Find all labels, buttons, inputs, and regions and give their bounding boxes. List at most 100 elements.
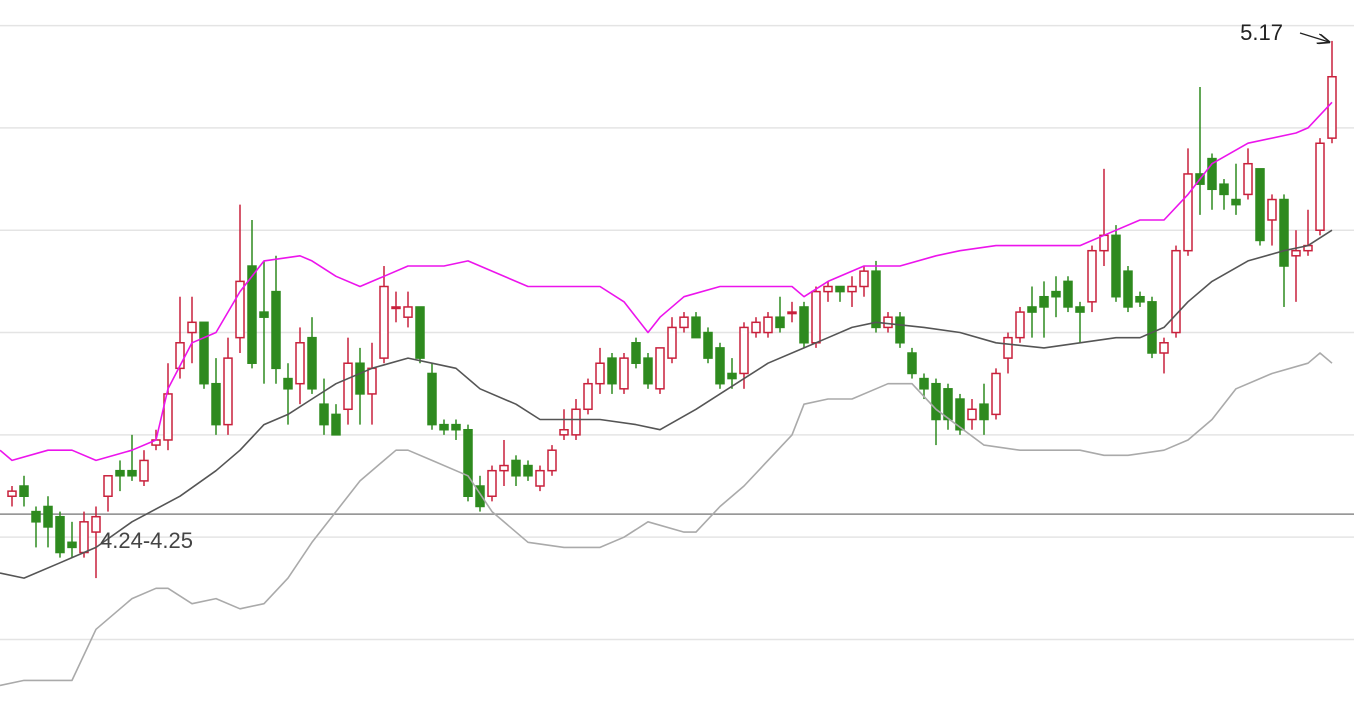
candle-body bbox=[895, 316, 905, 344]
candle-body bbox=[163, 393, 173, 441]
candle bbox=[535, 465, 545, 492]
candle bbox=[835, 285, 845, 302]
candle-body bbox=[259, 311, 269, 318]
candle bbox=[907, 347, 917, 379]
candle bbox=[91, 506, 101, 579]
candle-body bbox=[1099, 234, 1109, 252]
candle bbox=[1219, 179, 1229, 210]
candle-body bbox=[487, 469, 497, 497]
candle-body bbox=[1171, 249, 1181, 334]
candle bbox=[1147, 296, 1157, 359]
candle bbox=[31, 506, 41, 548]
candle-body bbox=[787, 311, 797, 315]
candle bbox=[343, 337, 353, 425]
candle-body bbox=[775, 316, 785, 329]
candle-body bbox=[1111, 234, 1121, 298]
candle-body bbox=[607, 357, 617, 385]
candle bbox=[319, 378, 329, 435]
candle-body bbox=[187, 321, 197, 334]
candle-body bbox=[667, 326, 677, 359]
candle-body bbox=[1267, 198, 1277, 221]
candle-body bbox=[391, 306, 401, 310]
candle-body bbox=[67, 541, 77, 549]
candle bbox=[895, 312, 905, 348]
candle bbox=[163, 363, 173, 451]
candle-body bbox=[1003, 336, 1013, 359]
candle bbox=[1039, 281, 1049, 338]
candle bbox=[415, 306, 425, 364]
candle bbox=[43, 496, 53, 548]
candle-body bbox=[355, 362, 365, 395]
candle bbox=[691, 312, 701, 339]
candle bbox=[775, 296, 785, 333]
candle-body bbox=[403, 306, 413, 318]
candle-body bbox=[1063, 280, 1073, 308]
candle-body bbox=[1327, 75, 1337, 139]
candle bbox=[655, 347, 665, 394]
candle bbox=[19, 475, 29, 507]
candle-body bbox=[31, 510, 41, 523]
candle-body bbox=[295, 342, 305, 385]
candle-body bbox=[331, 413, 341, 436]
candle-body bbox=[655, 347, 665, 390]
candle bbox=[367, 342, 377, 425]
candle-body bbox=[967, 408, 977, 421]
candle-body bbox=[1015, 311, 1025, 339]
candle-body bbox=[835, 285, 845, 293]
candle bbox=[427, 363, 437, 430]
candle bbox=[1183, 148, 1193, 256]
candle-body bbox=[451, 423, 461, 431]
candle-body bbox=[307, 336, 317, 390]
candle bbox=[1267, 194, 1277, 246]
candle bbox=[511, 455, 521, 487]
candle-body bbox=[799, 306, 809, 344]
candle bbox=[931, 378, 941, 446]
candle-body bbox=[619, 357, 629, 390]
candle bbox=[667, 317, 677, 364]
candle-body bbox=[955, 398, 965, 431]
candle bbox=[799, 301, 809, 348]
candle-body bbox=[415, 306, 425, 359]
candle bbox=[1303, 209, 1313, 256]
candle-body bbox=[727, 372, 737, 380]
candle-body bbox=[991, 372, 1001, 416]
candle-body bbox=[55, 515, 65, 554]
candle bbox=[1243, 148, 1253, 200]
candle-body bbox=[1123, 270, 1133, 308]
candle bbox=[811, 286, 821, 348]
candle bbox=[703, 327, 713, 364]
candle-body bbox=[1231, 198, 1241, 206]
candle bbox=[247, 219, 257, 369]
candle-body bbox=[847, 285, 857, 293]
candle-body bbox=[211, 382, 221, 426]
candle bbox=[1231, 163, 1241, 215]
candle-body bbox=[1219, 183, 1229, 196]
candle-body bbox=[1315, 142, 1325, 231]
candle-body bbox=[1039, 295, 1049, 308]
candle-body bbox=[43, 505, 53, 528]
candle bbox=[223, 337, 233, 435]
candle bbox=[1051, 276, 1061, 318]
candle bbox=[1135, 291, 1145, 307]
candle bbox=[607, 353, 617, 394]
candle bbox=[439, 419, 449, 435]
candle bbox=[1159, 337, 1169, 374]
candle bbox=[1255, 168, 1265, 246]
candle bbox=[487, 465, 497, 502]
candle bbox=[859, 266, 869, 297]
candle bbox=[871, 260, 881, 333]
candle-body bbox=[175, 342, 185, 370]
candle bbox=[1087, 245, 1097, 313]
candle bbox=[1111, 225, 1121, 302]
candle-body bbox=[571, 408, 581, 436]
candle-body bbox=[643, 357, 653, 385]
candle bbox=[115, 460, 125, 492]
candle bbox=[499, 439, 509, 487]
indicator-line bbox=[0, 229, 1333, 579]
candle-body bbox=[1291, 249, 1301, 257]
candle-body bbox=[631, 342, 641, 364]
candle bbox=[1003, 332, 1013, 374]
candle-body bbox=[715, 347, 725, 385]
candle bbox=[547, 445, 557, 476]
